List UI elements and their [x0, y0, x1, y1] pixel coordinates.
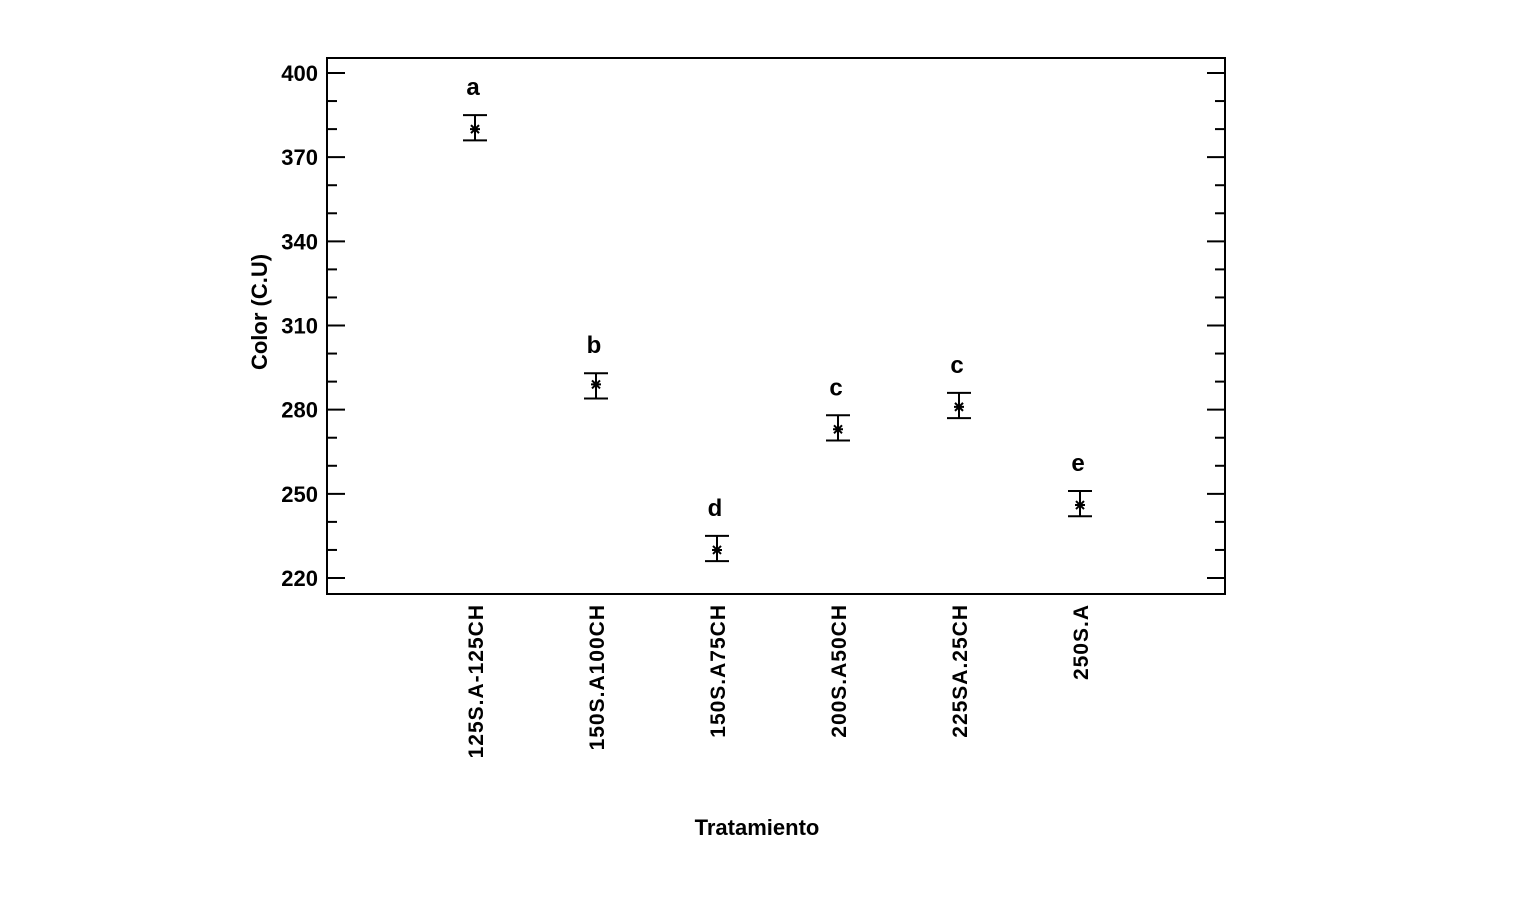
mean-marker	[591, 379, 601, 390]
group-letter: a	[466, 74, 480, 101]
mean-marker	[1075, 500, 1085, 510]
x-tick-label: 150S.A100CH	[586, 604, 609, 750]
group-letter: c	[950, 352, 963, 379]
data-marks: a b d c c e	[463, 74, 1092, 563]
y-tick-label: 280	[281, 398, 318, 423]
y-tick-label: 370	[281, 145, 318, 170]
mean-marker	[833, 424, 843, 435]
mean-marker	[470, 124, 480, 134]
x-tick-label: 125S.A-125CH	[465, 604, 488, 758]
y-axis-tick-labels: 220 250 280 310 340 370 400	[281, 61, 318, 591]
x-axis-title: Tratamiento	[695, 815, 820, 840]
x-tick-label: 200S.A50CH	[828, 604, 851, 738]
group-letter: d	[708, 495, 723, 522]
group-letter: b	[587, 332, 602, 359]
x-tick-label: 150S.A75CH	[707, 604, 730, 738]
y-tick-label: 250	[281, 482, 318, 507]
y-tick-label: 310	[281, 314, 318, 339]
x-tick-label: 250S.A	[1070, 604, 1093, 680]
group-letter: e	[1071, 450, 1084, 477]
x-axis-tick-labels: 125S.A-125CH 150S.A100CH 150S.A75CH 200S.A5…	[465, 604, 1093, 758]
y-axis-title: Color (C.U)	[247, 254, 272, 370]
plot-frame	[326, 57, 1226, 595]
group-letter: c	[829, 374, 842, 401]
mean-marker	[954, 402, 964, 412]
y-axis-ticks	[327, 72, 1225, 579]
x-tick-label: 225SA.25CH	[949, 604, 972, 738]
y-tick-label: 340	[281, 229, 318, 254]
mean-marker	[712, 545, 722, 555]
y-tick-label: 220	[281, 566, 318, 591]
y-tick-label: 400	[281, 61, 318, 86]
